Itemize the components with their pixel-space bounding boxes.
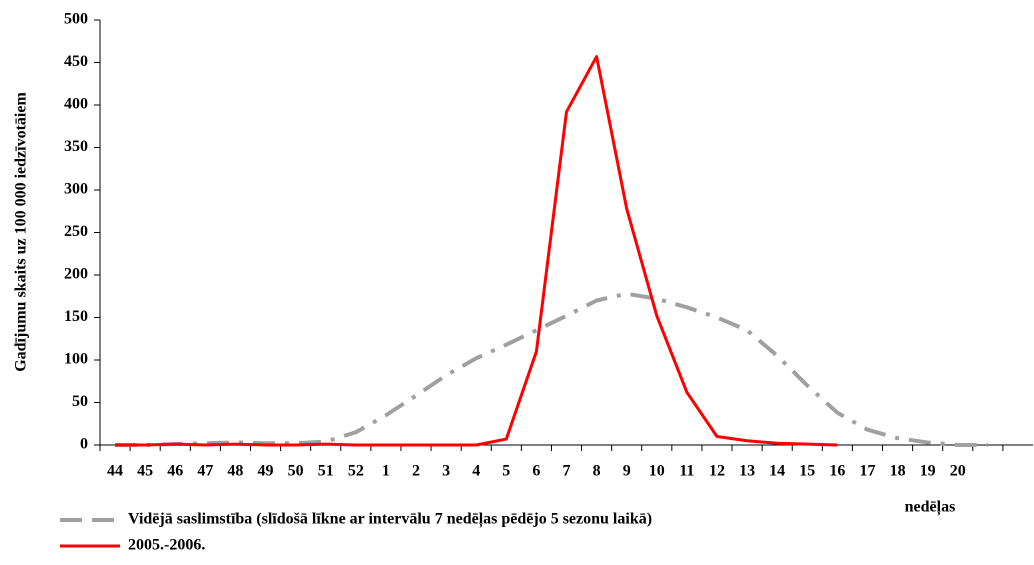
y-tick-label: 450 [64, 53, 88, 70]
y-tick-label: 100 [64, 351, 88, 368]
x-tick-label: 20 [950, 463, 966, 480]
x-tick-label: 8 [593, 463, 601, 480]
legend-label: 2005.-2006. [128, 537, 205, 554]
y-tick-label: 200 [64, 266, 88, 283]
x-tick-label: 3 [442, 463, 450, 480]
y-tick-label: 0 [80, 436, 88, 453]
y-tick-label: 150 [64, 308, 88, 325]
x-tick-label: 7 [563, 463, 571, 480]
x-tick-label: 9 [623, 463, 631, 480]
x-tick-label: 15 [799, 463, 815, 480]
y-tick-label: 500 [64, 11, 88, 28]
y-axis-label: Gadījumu skaits uz 100 000 iedzīvotāiem [13, 92, 30, 372]
x-tick-label: 12 [709, 463, 725, 480]
x-tick-label: 5 [502, 463, 510, 480]
x-tick-label: 52 [348, 463, 364, 480]
y-tick-label: 400 [64, 96, 88, 113]
x-tick-label: 6 [532, 463, 540, 480]
x-tick-label: 18 [890, 463, 906, 480]
x-tick-label: 46 [167, 463, 183, 480]
x-tick-label: 17 [859, 463, 875, 480]
x-tick-label: 10 [649, 463, 665, 480]
x-tick-label: 47 [197, 463, 213, 480]
x-tick-label: 14 [769, 463, 785, 480]
x-tick-label: 2 [412, 463, 420, 480]
x-tick-label: 51 [318, 463, 334, 480]
x-tick-label: 45 [137, 463, 153, 480]
x-tick-label: 19 [920, 463, 936, 480]
x-axis-label: nedēļas [905, 499, 956, 517]
y-tick-label: 350 [64, 138, 88, 155]
series-line [115, 55, 838, 447]
x-tick-label: 16 [829, 463, 845, 480]
x-tick-label: 49 [258, 463, 274, 480]
x-tick-label: 48 [227, 463, 243, 480]
x-tick-label: 11 [679, 463, 694, 480]
series-line [115, 291, 988, 447]
x-tick-label: 44 [107, 463, 123, 480]
x-tick-label: 4 [472, 463, 480, 480]
y-tick-label: 50 [72, 393, 88, 410]
legend-label: Vidējā saslimstība (slīdošā līkne ar int… [128, 511, 652, 529]
y-tick-label: 250 [64, 223, 88, 240]
y-tick-label: 300 [64, 181, 88, 198]
x-tick-label: 50 [288, 463, 304, 480]
x-tick-label: 13 [739, 463, 755, 480]
x-tick-label: 1 [382, 463, 390, 480]
